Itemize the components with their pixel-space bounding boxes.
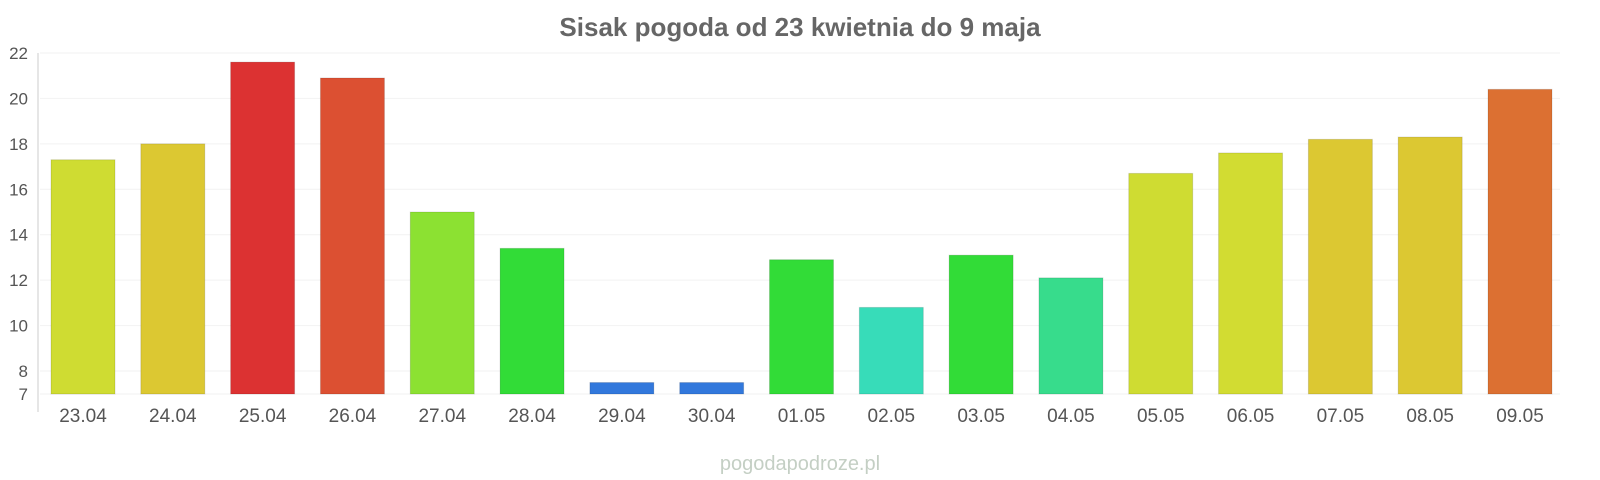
- y-axis-ticks: 7 8 10 12 14 16 18 20 22: [9, 44, 28, 404]
- bar-08.05: [1397, 136, 1463, 395]
- x-tick-label: 25.04: [239, 406, 287, 427]
- bar-09.05: [1487, 88, 1553, 395]
- y-tick-label: 20: [9, 89, 28, 108]
- bar-02.05: [858, 306, 924, 395]
- y-tick-label: 12: [9, 271, 28, 290]
- y-tick-label: 14: [9, 226, 28, 245]
- bar-05.05: [1128, 172, 1194, 395]
- bar-28.04: [499, 247, 565, 395]
- bar-04.05: [1038, 277, 1104, 395]
- bar-26.04: [319, 77, 385, 395]
- x-tick-label: 01.05: [778, 406, 826, 427]
- bars: [50, 61, 1553, 395]
- x-tick-label: 28.04: [508, 406, 556, 427]
- x-tick-label: 06.05: [1227, 406, 1275, 427]
- x-tick-label: 04.05: [1047, 406, 1095, 427]
- watermark: pogodapodroze.pl: [720, 453, 880, 475]
- x-tick-label: 02.05: [868, 406, 916, 427]
- x-tick-label: 05.05: [1137, 406, 1185, 427]
- x-tick-label: 09.05: [1496, 406, 1544, 427]
- bar-06.05: [1218, 152, 1284, 395]
- bar-27.04: [409, 211, 475, 395]
- x-tick-label: 24.04: [149, 406, 197, 427]
- x-tick-label: 30.04: [688, 406, 736, 427]
- bar-30.04: [679, 382, 745, 395]
- y-tick-label: 16: [9, 180, 28, 199]
- x-tick-label: 26.04: [329, 406, 377, 427]
- x-tick-label: 07.05: [1317, 406, 1365, 427]
- bar-29.04: [589, 382, 655, 395]
- y-tick-label: 10: [9, 317, 28, 336]
- x-tick-label: 23.04: [59, 406, 107, 427]
- x-tick-label: 08.05: [1406, 406, 1454, 427]
- y-tick-label: 22: [9, 44, 28, 63]
- bar-25.04: [230, 61, 296, 395]
- bar-23.04: [50, 159, 116, 395]
- bar-24.04: [140, 143, 206, 395]
- y-tick-label: 7: [19, 385, 28, 404]
- y-tick-label: 8: [19, 362, 28, 381]
- x-tick-label: 29.04: [598, 406, 646, 427]
- bar-03.05: [948, 254, 1014, 395]
- x-tick-label: 03.05: [957, 406, 1005, 427]
- bar-07.05: [1307, 138, 1373, 395]
- x-tick-label: 27.04: [418, 406, 466, 427]
- y-tick-label: 18: [9, 135, 28, 154]
- chart-title: Sisak pogoda od 23 kwietnia do 9 maja: [559, 12, 1041, 42]
- bar-01.05: [769, 259, 834, 395]
- x-axis-ticks: 23.04 24.04 25.04 26.04 27.04 28.04 29.04 30.04…: [59, 406, 1544, 427]
